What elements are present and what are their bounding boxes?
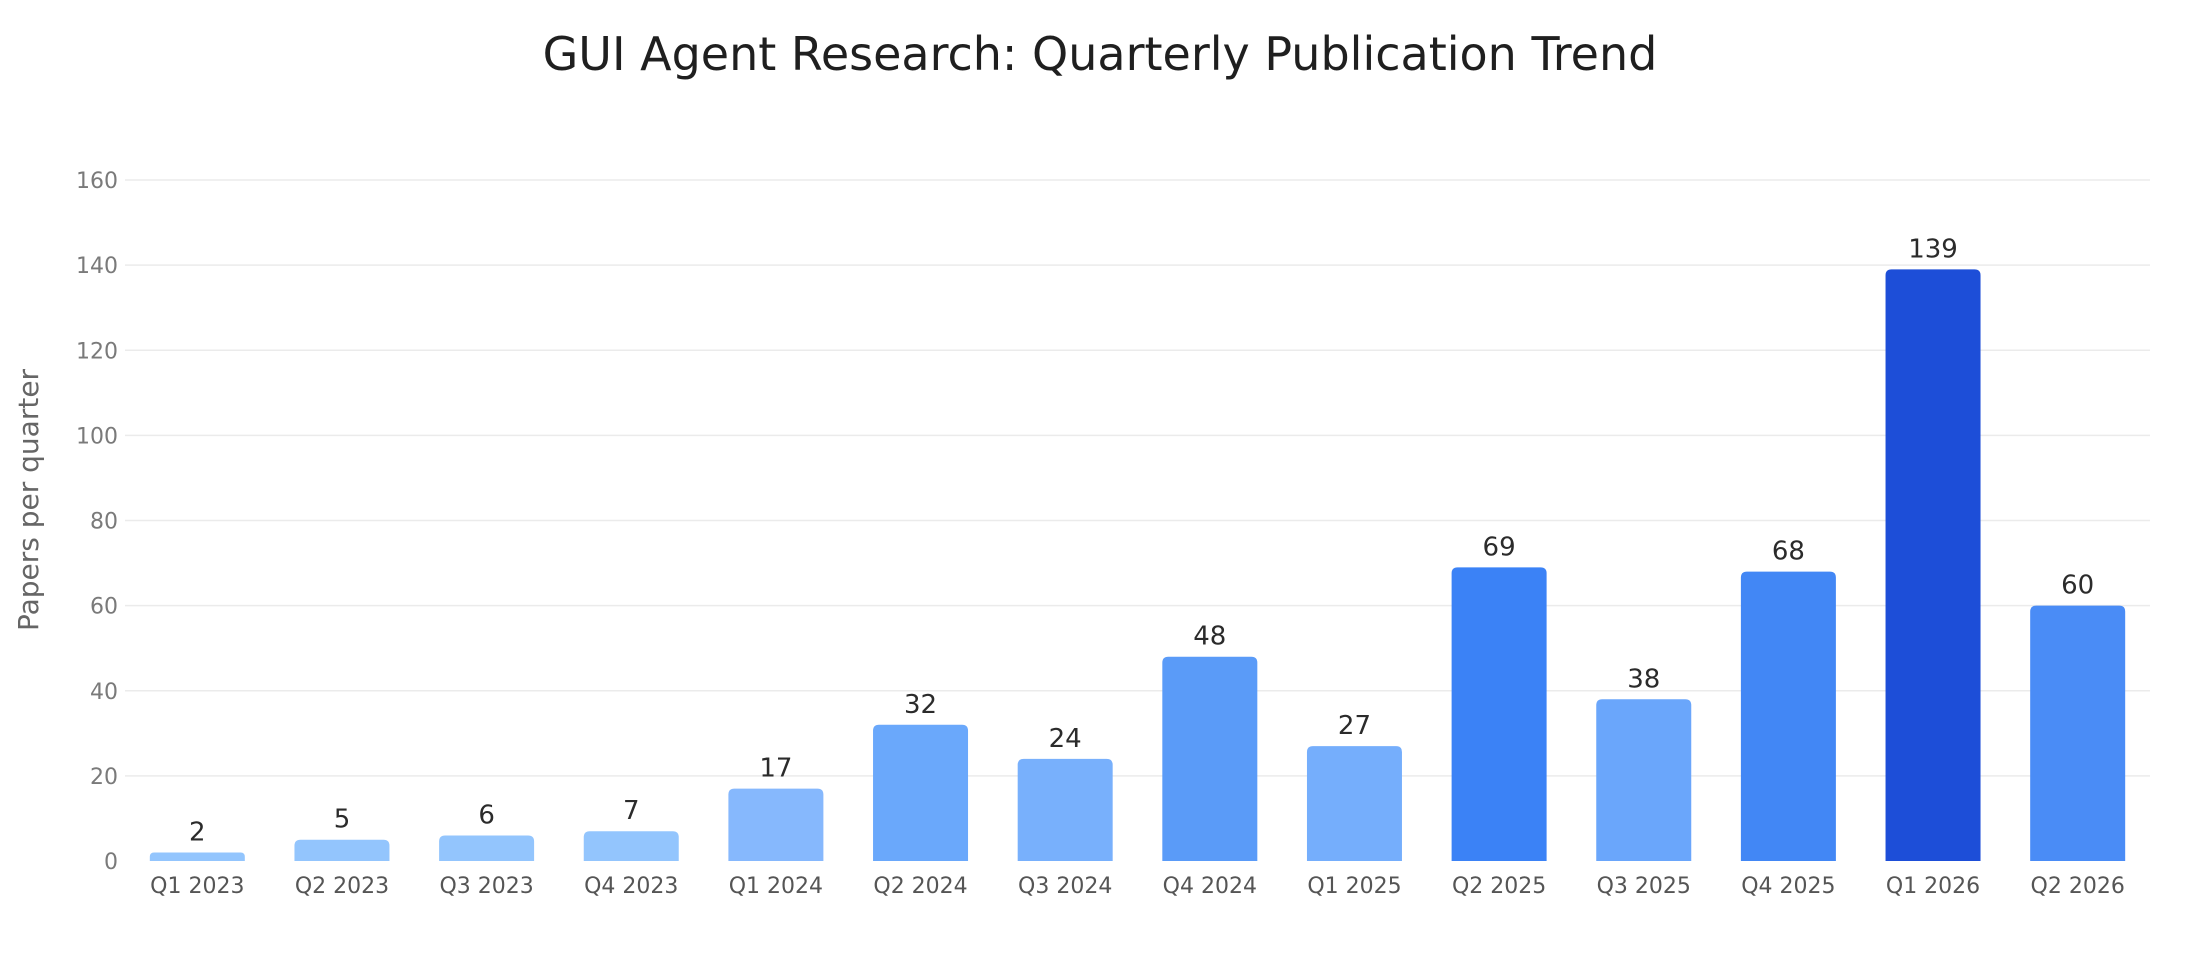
data-label: 2 [189,817,206,847]
x-tick-label: Q1 2023 [150,874,244,899]
x-tick-label: Q1 2025 [1307,874,1401,899]
x-tick-label: Q4 2024 [1163,874,1257,899]
y-tick-label: 100 [76,424,118,449]
bar [1451,567,1547,861]
x-tick-label: Q2 2023 [295,874,389,899]
y-tick-label: 40 [90,680,118,705]
x-tick-label: Q2 2026 [2031,874,2125,899]
bar [1740,571,1836,861]
y-tick-label: 60 [90,595,118,620]
y-tick-label: 80 [90,510,118,535]
data-label: 17 [759,754,792,784]
data-label: 7 [623,796,640,826]
y-axis-ticks: 0 20 40 60 80 100 120 140 160 [76,169,118,875]
x-tick-label: Q1 2024 [729,874,823,899]
x-tick-label: Q4 2025 [1741,874,1835,899]
bar [439,835,535,861]
y-tick-label: 140 [76,254,118,279]
bar [1017,758,1113,861]
data-label: 27 [1338,711,1371,741]
y-tick-label: 120 [76,339,118,364]
y-axis-title: Papers per quarter [12,368,45,631]
y-tick-label: 160 [76,169,118,194]
bar [1885,269,1981,862]
x-tick-label: Q2 2024 [873,874,967,899]
x-tick-label: Q3 2025 [1597,874,1691,899]
bar [728,788,824,861]
x-tick-label: Q3 2024 [1018,874,1112,899]
data-label: 5 [334,805,351,835]
x-tick-label: Q2 2025 [1452,874,1546,899]
gridlines [125,179,2150,777]
data-label: 24 [1049,724,1082,754]
y-tick-label: 0 [104,850,118,875]
data-label: 38 [1627,664,1660,694]
data-label: 139 [1908,234,1958,264]
chart-title: GUI Agent Research: Quarterly Publicatio… [543,27,1658,81]
data-label: 32 [904,690,937,720]
y-tick-label: 20 [90,765,118,790]
data-label: 69 [1483,532,1516,562]
data-label: 60 [2061,571,2094,601]
data-label: 6 [478,800,495,830]
bars [149,269,2126,862]
bar [2030,605,2126,861]
bar [1162,656,1258,861]
x-tick-label: Q1 2026 [1886,874,1980,899]
bar [873,724,969,861]
x-tick-label: Q4 2023 [584,874,678,899]
data-labels: 2 5 6 7 17 32 24 48 27 69 38 68 139 60 [189,234,2094,847]
bar [294,839,390,861]
bar [1596,699,1692,861]
x-axis-ticks: Q1 2023 Q2 2023 Q3 2023 Q4 2023 Q1 2024 Q2 20… [150,874,2125,899]
data-label: 48 [1193,622,1226,652]
bar [149,852,245,861]
x-tick-label: Q3 2023 [439,874,533,899]
data-label: 68 [1772,537,1805,567]
bar [583,831,679,861]
bar [1306,746,1402,861]
